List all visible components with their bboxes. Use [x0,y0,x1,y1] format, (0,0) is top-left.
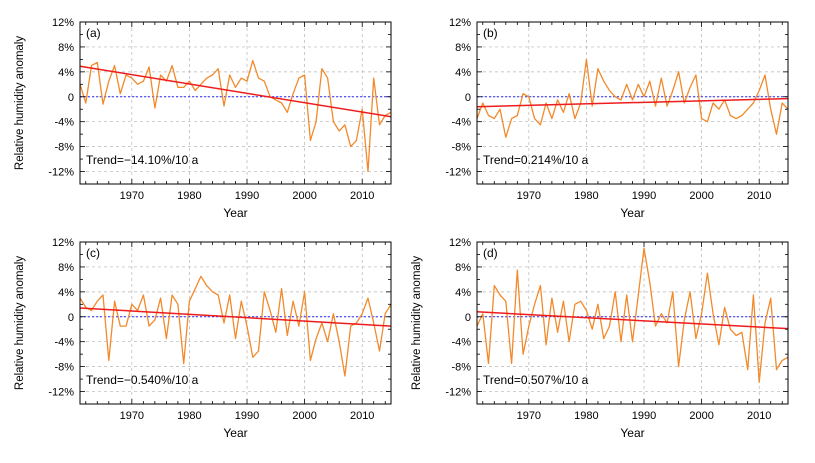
y-tick-label: -8% [54,362,74,374]
trend-annotation: Trend=−0.540%/10 a [86,373,199,387]
panel-label: (c) [86,246,100,260]
chart-panel-3: 12% 8% 4% 0 -4% -8% -12% 1970 1980 1990 2000 2010 Ye… [14,237,392,440]
anomaly-series-line [79,59,392,173]
y-tick-label: 0 [465,312,471,324]
x-tick-label: 1970 [517,190,541,202]
y-tick-label: -4% [54,337,74,349]
panel-label: (d) [483,246,498,260]
x-tick-label: 1990 [632,410,656,422]
anomaly-series-line [79,275,392,377]
x-axis-title: Year [223,426,247,440]
y-tick-label: -12% [445,167,471,179]
y-tick-label: -4% [451,117,471,129]
y-tick-label: 4% [58,287,74,299]
x-tick-label: 2010 [350,410,374,422]
y-tick-label: 8% [455,262,471,274]
x-tick-label: 1980 [177,190,201,202]
y-tick-label: 8% [58,262,74,274]
x-tick-label: 1980 [177,410,201,422]
x-tick-label: 2010 [747,410,771,422]
y-tick-label: 0 [68,92,74,104]
x-tick-label: 1990 [235,190,259,202]
y-tick-label: -4% [54,117,74,129]
y-tick-label: 8% [455,42,471,54]
y-tick-label: 4% [58,67,74,79]
y-tick-label: 4% [455,67,471,79]
chart-panel-1: 12% 8% 4% 0 -4% -8% -12% 1970 1980 1990 2000 2010 Ye… [14,17,392,220]
chart-panel-4: 12% 8% 4% 0 -4% -8% -12% 1970 1980 1990 2000 2010 Ye… [411,237,789,440]
y-tick-label: -4% [451,337,471,349]
y-tick-label: 12% [52,17,74,29]
x-tick-label: 1970 [120,190,144,202]
trend-line [79,65,392,118]
x-axis-title: Year [620,206,644,220]
y-tick-label: -12% [48,167,74,179]
x-tick-label: 2010 [350,190,374,202]
x-tick-label: 1990 [235,410,259,422]
y-axis-title: Relative humidity anomaly [411,256,423,390]
x-tick-label: 1980 [574,410,598,422]
x-tick-label: 2000 [292,190,316,202]
x-tick-label: 2010 [747,190,771,202]
x-tick-label: 2000 [292,410,316,422]
trend-line [79,307,392,327]
trend-line [476,311,789,330]
x-tick-label: 2000 [689,190,713,202]
y-tick-label: 4% [455,287,471,299]
y-axis-title: Relative humidity anomaly [14,36,26,170]
x-axis-title: Year [223,206,247,220]
trend-annotation: Trend=0.214%/10 a [483,153,589,167]
y-tick-label: 8% [58,42,74,54]
y-axis-title: Relative humidity anomaly [14,256,26,390]
x-tick-label: 1970 [120,410,144,422]
anomaly-series-line [476,58,789,138]
panel-label: (b) [483,26,498,40]
x-tick-label: 1980 [574,190,598,202]
y-tick-label: -8% [451,362,471,374]
y-tick-label: 0 [465,92,471,104]
y-tick-label: 12% [52,237,74,249]
y-tick-label: 12% [449,237,471,249]
y-tick-label: -8% [451,142,471,154]
y-tick-label: 12% [449,17,471,29]
y-tick-label: -12% [48,387,74,399]
trend-line [476,97,789,108]
x-tick-label: 1970 [517,410,541,422]
trend-annotation: Trend=0.507%/10 a [483,373,589,387]
y-tick-label: 0 [68,312,74,324]
y-tick-label: -8% [54,142,74,154]
x-axis-title: Year [620,426,644,440]
x-tick-label: 2000 [689,410,713,422]
anomaly-series-line [476,247,789,383]
panel-label: (a) [86,26,101,40]
x-tick-label: 1990 [632,190,656,202]
y-tick-label: -12% [445,387,471,399]
trend-annotation: Trend=−14.10%/10 a [86,153,199,167]
chart-panel-2: 12% 8% 4% 0 -4% -8% -12% 1970 1980 1990 2000 2010 Ye… [445,17,789,220]
